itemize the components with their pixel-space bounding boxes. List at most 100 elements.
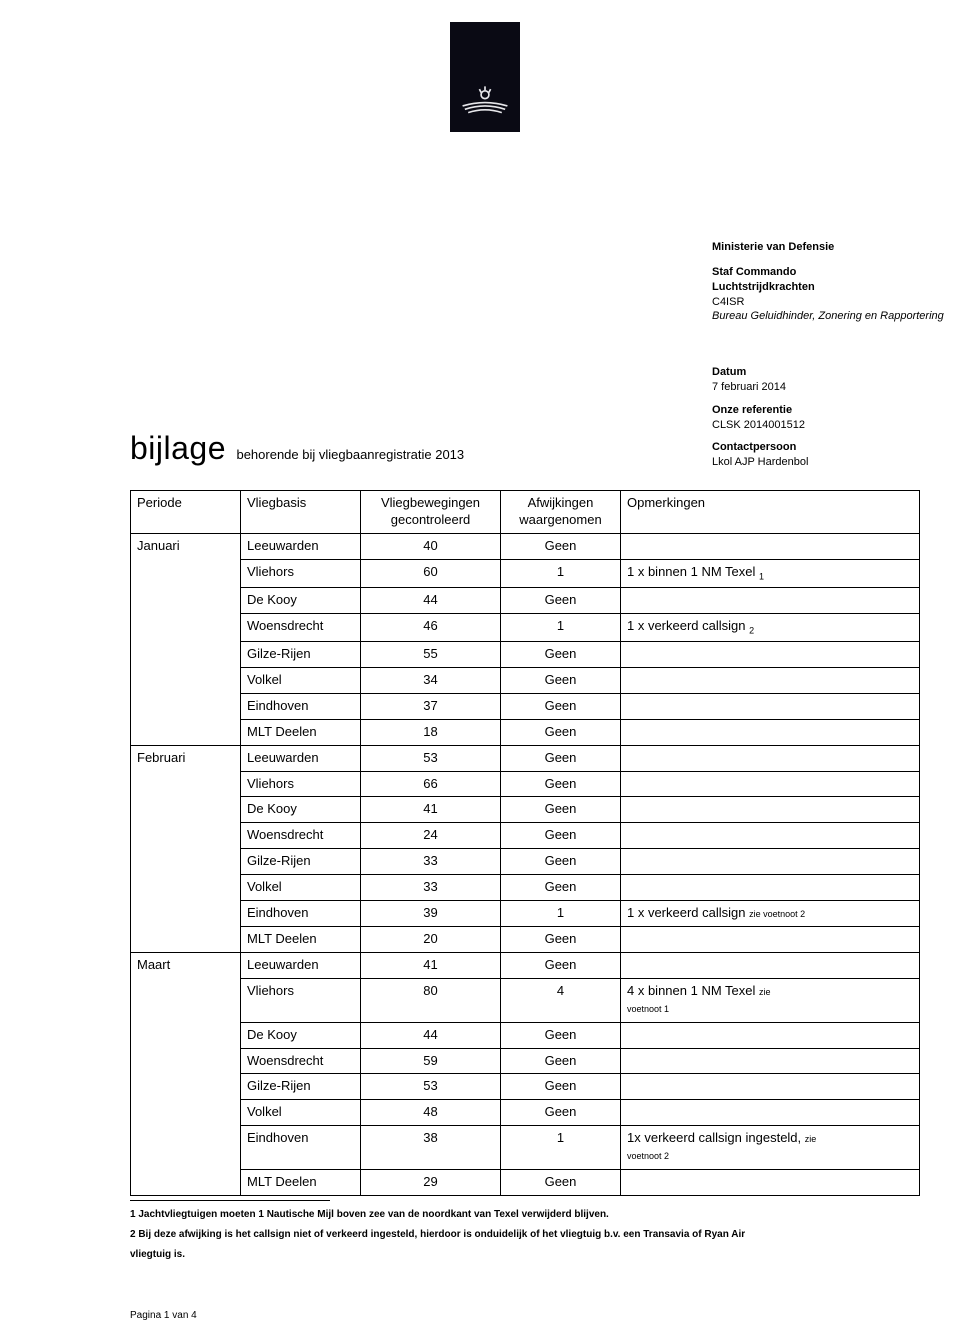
cell-opmerkingen xyxy=(621,1170,920,1196)
table-row: Volkel34Geen xyxy=(131,668,920,694)
col-bewegingen-header: Vliegbewegingengecontroleerd xyxy=(361,491,501,534)
cell-bewegingen: 46 xyxy=(361,613,501,641)
table-row: Eindhoven37Geen xyxy=(131,693,920,719)
cell-afwijkingen: Geen xyxy=(501,533,621,559)
cell-bewegingen: 80 xyxy=(361,978,501,1022)
cell-afwijkingen: Geen xyxy=(501,587,621,613)
cell-vliegbasis: Gilze-Rijen xyxy=(241,849,361,875)
dept-line-1: Staf Commando Luchtstrijdkrachten xyxy=(712,265,952,295)
cell-opmerkingen xyxy=(621,1022,920,1048)
cell-opmerkingen: 4 x binnen 1 NM Texel zievoetnoot 1 xyxy=(621,978,920,1022)
cell-afwijkingen: 4 xyxy=(501,978,621,1022)
cell-opmerkingen: 1 x verkeerd callsign 2 xyxy=(621,613,920,641)
cell-vliegbasis: MLT Deelen xyxy=(241,926,361,952)
footnotes: 1 Jachtvliegtuigen moeten 1 Nautische Mi… xyxy=(130,1200,920,1267)
datum-label: Datum xyxy=(712,365,952,380)
title-sub: behorende bij vliegbaanregistratie 2013 xyxy=(236,447,464,462)
table-row: Woensdrecht4611 x verkeerd callsign 2 xyxy=(131,613,920,641)
cell-opmerkingen xyxy=(621,533,920,559)
cell-afwijkingen: 1 xyxy=(501,559,621,587)
cell-afwijkingen: Geen xyxy=(501,693,621,719)
cell-bewegingen: 59 xyxy=(361,1048,501,1074)
table-row: Volkel33Geen xyxy=(131,875,920,901)
cell-opmerkingen: 1x verkeerd callsign ingesteld, zievoetn… xyxy=(621,1126,920,1170)
table-row: Woensdrecht24Geen xyxy=(131,823,920,849)
footnote-1: 1 Jachtvliegtuigen moeten 1 Nautische Mi… xyxy=(130,1207,920,1223)
cell-afwijkingen: Geen xyxy=(501,952,621,978)
cell-opmerkingen xyxy=(621,823,920,849)
cell-opmerkingen xyxy=(621,875,920,901)
reference-value: CLSK 2014001512 xyxy=(712,418,952,433)
cell-vliegbasis: Woensdrecht xyxy=(241,823,361,849)
cell-bewegingen: 33 xyxy=(361,875,501,901)
contact-label: Contactpersoon xyxy=(712,440,952,455)
cell-bewegingen: 39 xyxy=(361,901,501,927)
cell-afwijkingen: Geen xyxy=(501,771,621,797)
table-row: De Kooy41Geen xyxy=(131,797,920,823)
cell-bewegingen: 66 xyxy=(361,771,501,797)
ministry-logo xyxy=(450,22,520,132)
cell-opmerkingen xyxy=(621,745,920,771)
cell-vliegbasis: MLT Deelen xyxy=(241,1170,361,1196)
table-row: De Kooy44Geen xyxy=(131,1022,920,1048)
cell-vliegbasis: Vliehors xyxy=(241,978,361,1022)
cell-afwijkingen: Geen xyxy=(501,823,621,849)
cell-periode: Januari xyxy=(131,533,241,745)
cell-periode: Maart xyxy=(131,952,241,1195)
cell-opmerkingen xyxy=(621,1048,920,1074)
cell-afwijkingen: Geen xyxy=(501,926,621,952)
footnote-2b: vliegtuig is. xyxy=(130,1247,920,1263)
table-row: Vliehors66Geen xyxy=(131,771,920,797)
cell-afwijkingen: Geen xyxy=(501,1100,621,1126)
cell-bewegingen: 18 xyxy=(361,719,501,745)
table-row: Eindhoven3811x verkeerd callsign ingeste… xyxy=(131,1126,920,1170)
dept-line-plain: C4ISR xyxy=(712,295,952,310)
table-row: Gilze-Rijen55Geen xyxy=(131,642,920,668)
cell-bewegingen: 44 xyxy=(361,1022,501,1048)
document-title: bijlage behorende bij vliegbaanregistrat… xyxy=(130,430,464,467)
cell-bewegingen: 20 xyxy=(361,926,501,952)
cell-vliegbasis: De Kooy xyxy=(241,587,361,613)
cell-vliegbasis: Eindhoven xyxy=(241,901,361,927)
table-row: MLT Deelen29Geen xyxy=(131,1170,920,1196)
table-row: MaartLeeuwarden41Geen xyxy=(131,952,920,978)
page-number: Pagina 1 van 4 xyxy=(130,1310,197,1321)
cell-vliegbasis: Leeuwarden xyxy=(241,533,361,559)
cell-vliegbasis: MLT Deelen xyxy=(241,719,361,745)
contact-value: Lkol AJP Hardenbol xyxy=(712,455,952,470)
cell-opmerkingen xyxy=(621,771,920,797)
col-afwijkingen-header: Afwijkingenwaargenomen xyxy=(501,491,621,534)
cell-afwijkingen: Geen xyxy=(501,797,621,823)
table-row: De Kooy44Geen xyxy=(131,587,920,613)
table-row: Woensdrecht59Geen xyxy=(131,1048,920,1074)
letter-meta: Datum 7 februari 2014 Onze referentie CL… xyxy=(712,365,952,478)
cell-vliegbasis: Eindhoven xyxy=(241,693,361,719)
cell-opmerkingen xyxy=(621,926,920,952)
title-main: bijlage xyxy=(130,430,226,466)
cell-vliegbasis: Volkel xyxy=(241,668,361,694)
cell-bewegingen: 41 xyxy=(361,797,501,823)
cell-opmerkingen xyxy=(621,797,920,823)
cell-vliegbasis: Gilze-Rijen xyxy=(241,1074,361,1100)
cell-opmerkingen xyxy=(621,668,920,694)
cell-bewegingen: 29 xyxy=(361,1170,501,1196)
cell-vliegbasis: Woensdrecht xyxy=(241,613,361,641)
cell-vliegbasis: Vliehors xyxy=(241,559,361,587)
ministry-name: Ministerie van Defensie xyxy=(712,240,952,255)
cell-bewegingen: 41 xyxy=(361,952,501,978)
cell-vliegbasis: Volkel xyxy=(241,875,361,901)
letterhead-sender: Ministerie van Defensie Staf Commando Lu… xyxy=(712,240,952,324)
cell-opmerkingen: 1 x binnen 1 NM Texel 1 xyxy=(621,559,920,587)
cell-periode: Februari xyxy=(131,745,241,952)
col-periode-header: Periode xyxy=(131,491,241,534)
cell-bewegingen: 55 xyxy=(361,642,501,668)
cell-vliegbasis: Volkel xyxy=(241,1100,361,1126)
cell-opmerkingen xyxy=(621,693,920,719)
cell-bewegingen: 60 xyxy=(361,559,501,587)
col-opmerkingen-header: Opmerkingen xyxy=(621,491,920,534)
cell-opmerkingen xyxy=(621,952,920,978)
cell-bewegingen: 33 xyxy=(361,849,501,875)
cell-opmerkingen xyxy=(621,1100,920,1126)
cell-afwijkingen: 1 xyxy=(501,901,621,927)
table-row: Gilze-Rijen53Geen xyxy=(131,1074,920,1100)
